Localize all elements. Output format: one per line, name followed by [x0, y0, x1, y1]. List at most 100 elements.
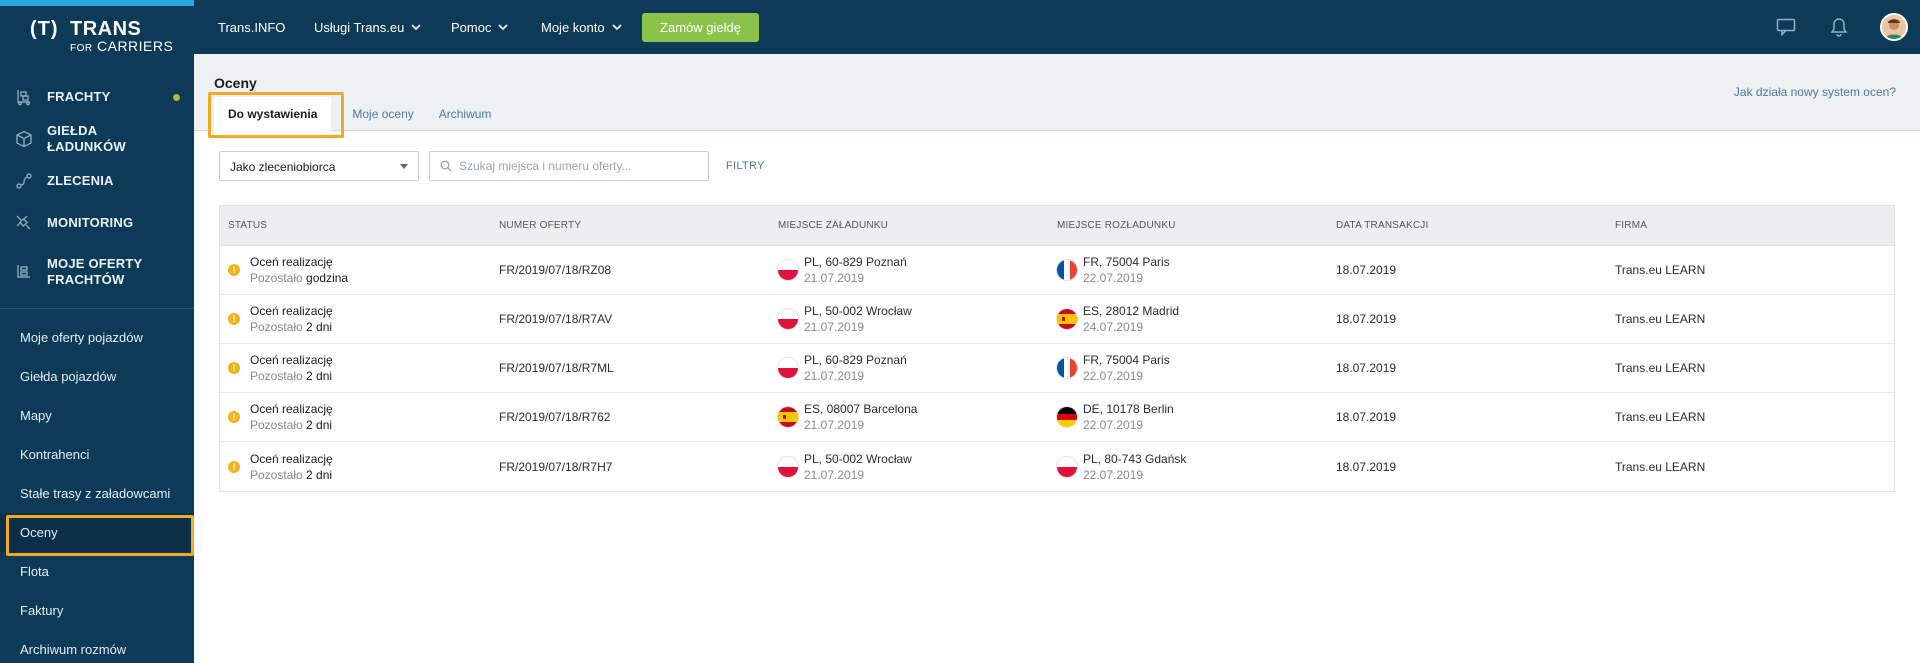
logo-carriers: CARRIERS — [97, 38, 174, 54]
messages-icon[interactable] — [1773, 14, 1799, 40]
nav-label: Pomoc — [451, 19, 492, 35]
trans-for-carriers-logo[interactable]: (T) TRANS FOR CARRIERS — [30, 16, 180, 56]
unloading-place-cell: DE, 10178 Berlin 22.07.2019 — [1057, 401, 1336, 433]
remaining-time: Pozostało 2 dni — [250, 368, 333, 384]
table-row[interactable]: ! Oceń realizację Pozostało 2 dni FR/201… — [220, 442, 1894, 491]
sidebar-item-flota[interactable]: Flota — [20, 564, 49, 579]
sidebar-divider — [0, 308, 194, 309]
sidebar-item-gielda-pojazdow[interactable]: Giełda pojazdów — [20, 369, 117, 384]
sidebar-item-moje-oferty-frachtow[interactable]: MOJE OFERTY FRACHTÓW — [0, 244, 194, 300]
flag-pl-icon — [778, 456, 798, 477]
loading-date: 21.07.2019 — [804, 467, 865, 482]
loading-place-cell: PL, 50-002 Wrocław 21.07.2019 — [778, 303, 1057, 335]
remaining-value: 2 dni — [306, 320, 333, 334]
sidebar-item-frachty[interactable]: FRACHTY — [0, 76, 194, 118]
filters-button[interactable]: FILTRY — [726, 160, 765, 172]
nav-trans-info[interactable]: Trans.INFO — [218, 0, 285, 54]
sidebar: (T) TRANS FOR CARRIERS FRACHTY GIEŁDA ŁA… — [0, 0, 194, 663]
loading-place: PL, 60-829 Poznań 21.07.2019 — [804, 352, 907, 384]
flag-pl-icon — [778, 358, 798, 378]
loading-address: PL, 60-829 Poznań — [804, 353, 907, 367]
role-select-value: Jako zleceniobiorca — [230, 160, 336, 174]
table-row[interactable]: ! Oceń realizację Pozostało 2 dni FR/201… — [220, 393, 1894, 442]
flag-fr-icon — [1057, 358, 1077, 378]
loading-place: ES, 08007 Barcelona 21.07.2019 — [804, 401, 917, 433]
unloading-address: FR, 75004 Paris — [1083, 255, 1170, 269]
order-exchange-button[interactable]: Zamów giełdę — [642, 13, 759, 42]
status-label[interactable]: Oceń realizację — [250, 353, 333, 367]
nav-pomoc[interactable]: Pomoc — [451, 0, 509, 54]
unloading-date: 22.07.2019 — [1083, 271, 1144, 285]
help-link[interactable]: Jak działa nowy system ocen? — [1733, 85, 1896, 99]
sidebar-item-moje-oferty-pojazdow[interactable]: Moje oferty pojazdów — [20, 330, 143, 345]
unloading-place-cell: FR, 75004 Paris 22.07.2019 — [1057, 352, 1336, 384]
remaining-value: 2 dni — [306, 369, 333, 383]
bell-icon[interactable] — [1826, 14, 1852, 40]
warning-icon: ! — [228, 264, 240, 276]
tab-archiwum[interactable]: Archiwum — [438, 107, 492, 121]
nav-label: Usługi Trans.eu — [314, 19, 405, 35]
offer-number: FR/2019/07/18/R762 — [499, 410, 611, 424]
status-label[interactable]: Oceń realizację — [250, 304, 333, 318]
table-row[interactable]: ! Oceń realizację Pozostało 2 dni FR/201… — [220, 344, 1894, 393]
status-label[interactable]: Oceń realizację — [250, 451, 333, 466]
search-box[interactable] — [429, 151, 709, 181]
sidebar-item-archiwum-rozmow[interactable]: Archiwum rozmów — [20, 642, 127, 657]
logo-for: FOR — [70, 43, 93, 54]
user-avatar[interactable] — [1880, 13, 1908, 41]
search-icon — [440, 160, 452, 172]
sidebar-item-monitoring[interactable]: MONITORING — [0, 202, 194, 244]
notification-dot — [173, 94, 180, 101]
unloading-address: ES, 28012 Madrid — [1083, 304, 1180, 318]
loading-date: 21.07.2019 — [804, 271, 865, 285]
tabs: Do wystawienia Moje oceny Archiwum — [207, 92, 516, 138]
column-header-unloading-place[interactable]: MIEJSCE ROZŁADUNKU — [1057, 220, 1176, 231]
loading-address: PL, 50-002 Wrocław — [804, 304, 912, 318]
sidebar-sub-nav: Moje oferty pojazdów Giełda pojazdów Map… — [0, 318, 194, 663]
nav-moje-konto[interactable]: Moje konto — [541, 0, 623, 54]
remaining-label: Pozostało — [250, 418, 303, 432]
sidebar-item-oceny[interactable]: Oceny — [0, 513, 194, 556]
status-label[interactable]: Oceń realizację — [250, 255, 333, 269]
sidebar-item-mapy[interactable]: Mapy — [20, 408, 52, 423]
transaction-date: 18.07.2019 — [1336, 361, 1397, 375]
unloading-place-cell: PL, 80-743 Gdańsk 22.07.2019 — [1057, 451, 1336, 483]
status-label[interactable]: Oceń realizację — [250, 402, 333, 416]
sidebar-item-stale-trasy[interactable]: Stałe trasy z załadowcami — [20, 486, 171, 501]
column-header-transaction-date[interactable]: DATA TRANSAKCJI — [1336, 220, 1429, 231]
transaction-date: 18.07.2019 — [1336, 410, 1397, 424]
tab-moje-oceny[interactable]: Moje oceny — [352, 107, 414, 121]
chevron-down-icon — [498, 24, 509, 31]
sidebar-item-kontrahenci[interactable]: Kontrahenci — [20, 447, 90, 462]
logo-mark: (T) — [30, 18, 59, 40]
loading-place: PL, 50-002 Wrocław 21.07.2019 — [804, 451, 912, 483]
sidebar-item-faktury[interactable]: Faktury — [20, 603, 64, 618]
column-header-status[interactable]: STATUS — [228, 220, 268, 231]
nav-uslugi-trans-eu[interactable]: Usługi Trans.eu — [314, 0, 422, 54]
unloading-place-cell: FR, 75004 Paris 22.07.2019 — [1057, 254, 1336, 286]
column-header-company[interactable]: FIRMA — [1615, 220, 1648, 231]
sidebar-item-gielda-ladunkow[interactable]: GIEŁDA ŁADUNKÓW — [0, 118, 194, 160]
remaining-value: 2 dni — [306, 467, 333, 482]
unloading-date: 24.07.2019 — [1083, 320, 1144, 334]
sidebar-item-zlecenia[interactable]: ZLECENIA — [0, 160, 194, 202]
column-header-loading-place[interactable]: MIEJSCE ZAŁADUNKU — [778, 220, 889, 231]
status-cell: ! Oceń realizację Pozostało 2 dni — [220, 303, 499, 335]
remaining-time: Pozostało 2 dni — [250, 319, 333, 335]
table-row[interactable]: ! Oceń realizację Pozostało godzina FR/2… — [220, 246, 1894, 295]
search-input[interactable] — [459, 159, 699, 173]
table-row[interactable]: ! Oceń realizację Pozostało 2 dni FR/201… — [220, 295, 1894, 344]
status-text: Oceń realizację Pozostało 2 dni — [250, 352, 333, 384]
transaction-date: 18.07.2019 — [1336, 263, 1397, 277]
status-text: Oceń realizację Pozostało 2 dni — [250, 303, 333, 335]
column-header-offer-number[interactable]: NUMER OFERTY — [499, 220, 582, 231]
tab-do-wystawienia[interactable]: Do wystawienia — [207, 92, 345, 138]
loading-place-cell: PL, 60-829 Poznań 21.07.2019 — [778, 254, 1057, 286]
top-navbar: Trans.INFO Usługi Trans.eu Pomoc Moje ko… — [194, 0, 1920, 54]
loading-place: PL, 60-829 Poznań 21.07.2019 — [804, 254, 907, 286]
unloading-place: FR, 75004 Paris 22.07.2019 — [1083, 352, 1170, 384]
role-select[interactable]: Jako zleceniobiorca — [219, 151, 419, 181]
unloading-place-cell: ES, 28012 Madrid 24.07.2019 — [1057, 303, 1336, 335]
status-cell: ! Oceń realizację Pozostało 2 dni — [220, 451, 499, 483]
transaction-date: 18.07.2019 — [1336, 459, 1397, 474]
